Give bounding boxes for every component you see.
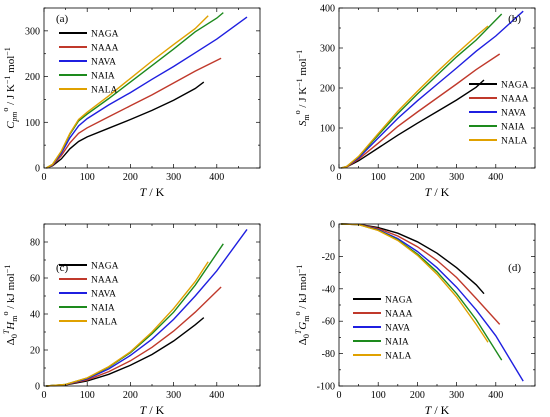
y-axis-title: Smo / J K−1 mol−1 bbox=[293, 50, 311, 126]
plot-frame bbox=[43, 223, 261, 387]
x-tick-label: 0 bbox=[42, 172, 47, 183]
legend-label-naaa: NAAA bbox=[91, 276, 119, 286]
legend-label-naga: NAGA bbox=[91, 262, 119, 272]
x-tick-label: 200 bbox=[410, 172, 425, 183]
legend-label-nava: NAVA bbox=[91, 290, 116, 300]
x-tick-label: 100 bbox=[371, 172, 386, 183]
x-tick-label: 300 bbox=[166, 390, 181, 401]
legend-label-nala: NALA bbox=[91, 318, 118, 328]
y-tick-label: 100 bbox=[25, 118, 40, 129]
x-axis-title: T / K bbox=[140, 403, 165, 417]
x-tick-label: 100 bbox=[80, 390, 95, 401]
chart-panel-1: 0 100 200 300 400 0 100 200 300 (a) NAGA NAAA NAVA NA… bbox=[1, 7, 261, 199]
x-tick-label: 300 bbox=[449, 172, 464, 183]
series-line-nala bbox=[46, 261, 209, 387]
series-line-nava bbox=[340, 223, 524, 382]
y-tick-label: 400 bbox=[320, 4, 335, 15]
legend-label-nava: NAVA bbox=[501, 109, 526, 119]
legend-label-nala: NALA bbox=[501, 137, 528, 147]
y-tick-label: 20 bbox=[30, 346, 40, 357]
series-line-nala bbox=[340, 25, 489, 169]
chart-panel-2: 0 100 200 300 400 0 100 200 300 400 (b) NAGA NAAA NAV… bbox=[293, 4, 536, 199]
y-tick-label: 80 bbox=[30, 238, 40, 249]
y-tick-label: 0 bbox=[330, 220, 335, 231]
legend-label-naia: NAIA bbox=[91, 304, 115, 314]
panel-label: (d) bbox=[508, 262, 521, 274]
series-line-naia bbox=[340, 13, 503, 169]
x-tick-label: 200 bbox=[123, 172, 138, 183]
y-tick-label: -60 bbox=[322, 317, 335, 328]
legend-label-nala: NALA bbox=[91, 86, 118, 96]
plot-frame bbox=[338, 223, 536, 387]
x-tick-label: 200 bbox=[123, 390, 138, 401]
y-tick-label: -100 bbox=[317, 382, 335, 393]
y-tick-label: 0 bbox=[330, 164, 335, 175]
x-tick-label: 300 bbox=[166, 172, 181, 183]
x-tick-label: 400 bbox=[488, 172, 503, 183]
series-line-naga bbox=[46, 317, 205, 387]
legend-label-naia: NAIA bbox=[91, 72, 115, 82]
x-axis-title: T / K bbox=[425, 403, 450, 417]
x-tick-label: 0 bbox=[42, 390, 47, 401]
x-axis-title: T / K bbox=[140, 185, 165, 199]
y-tick-label: 300 bbox=[320, 44, 335, 55]
x-tick-label: 400 bbox=[488, 390, 503, 401]
series-line-nala bbox=[340, 223, 489, 343]
x-tick-label: 100 bbox=[371, 390, 386, 401]
y-tick-label: 60 bbox=[30, 274, 40, 285]
panel-label: (a) bbox=[56, 13, 69, 25]
y-tick-label: 0 bbox=[35, 164, 40, 175]
x-tick-label: 0 bbox=[337, 390, 342, 401]
series-line-naga bbox=[45, 81, 205, 169]
y-tick-label: 0 bbox=[35, 382, 40, 393]
y-tick-label: 200 bbox=[320, 84, 335, 95]
y-axis-title: Cpmo / J K−1 mol−1 bbox=[1, 47, 19, 129]
y-tick-label: -80 bbox=[322, 349, 335, 360]
x-tick-label: 400 bbox=[209, 390, 224, 401]
legend-label-nava: NAVA bbox=[385, 324, 410, 334]
panel-label: (b) bbox=[508, 13, 521, 25]
series-line-naaa bbox=[46, 286, 222, 387]
legend-label-nala: NALA bbox=[385, 352, 412, 362]
legend-label-naia: NAIA bbox=[385, 338, 409, 348]
x-tick-label: 100 bbox=[80, 172, 95, 183]
legend-label-naaa: NAAA bbox=[91, 44, 119, 54]
y-tick-label: 200 bbox=[25, 72, 40, 83]
legend-label-naaa: NAAA bbox=[385, 310, 413, 320]
y-tick-label: 300 bbox=[25, 26, 40, 37]
y-tick-label: -40 bbox=[322, 284, 335, 295]
series-line-nava bbox=[45, 16, 248, 169]
legend-label-naia: NAIA bbox=[501, 123, 525, 133]
chart-panel-4: 0 100 200 300 400 0 -20 -40 -60 -80 -100 (d) NAGA NAA… bbox=[293, 220, 536, 417]
y-tick-label: 100 bbox=[320, 124, 335, 135]
legend-label-naga: NAGA bbox=[501, 81, 529, 91]
y-axis-title: Δ0TGmo / kJ mol−1 bbox=[293, 265, 311, 345]
y-tick-label: 40 bbox=[30, 310, 40, 321]
y-tick-label: -20 bbox=[322, 252, 335, 263]
series-line-naaa bbox=[45, 57, 222, 169]
chart-panel-3: 0 100 200 300 400 0 20 40 60 80 (c) NAGA NAAA NAVA NAI… bbox=[1, 223, 261, 417]
panel-label: (c) bbox=[56, 262, 69, 274]
x-tick-label: 200 bbox=[410, 390, 425, 401]
y-axis-title: Δ0THmo / kJ mol−1 bbox=[1, 265, 19, 345]
series-line-nala bbox=[45, 15, 209, 169]
x-tick-label: 0 bbox=[337, 172, 342, 183]
x-axis-title: T / K bbox=[425, 185, 450, 199]
legend-label-nava: NAVA bbox=[91, 58, 116, 68]
legend-label-naaa: NAAA bbox=[501, 95, 529, 105]
x-tick-label: 400 bbox=[209, 172, 224, 183]
legend-label-naga: NAGA bbox=[91, 30, 119, 40]
legend-label-naga: NAGA bbox=[385, 296, 413, 306]
x-tick-label: 300 bbox=[449, 390, 464, 401]
